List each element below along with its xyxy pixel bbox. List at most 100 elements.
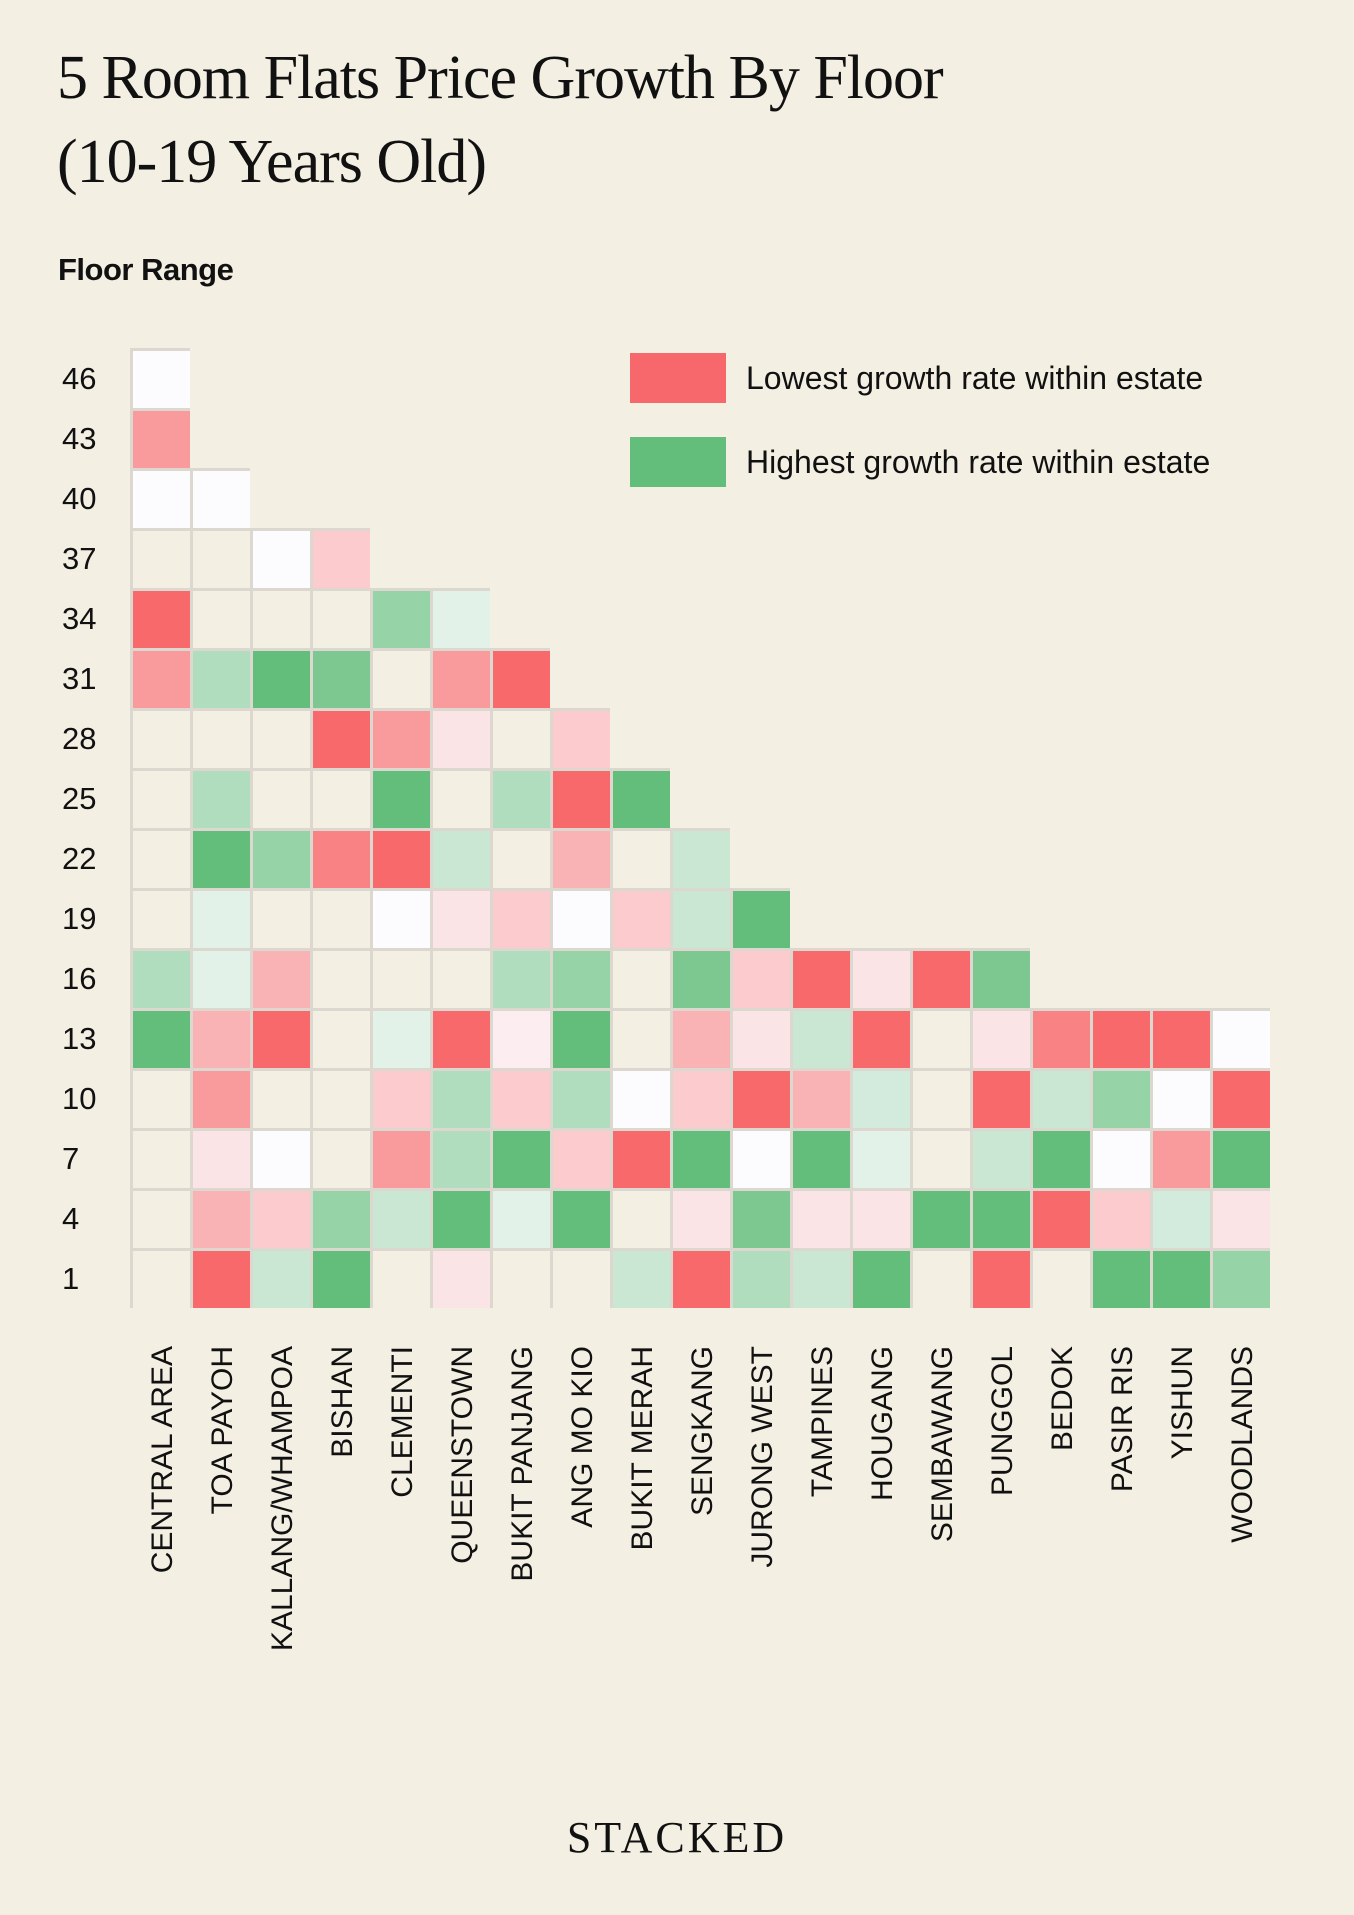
heatmap-cell-sengkang-floor-10 bbox=[673, 1071, 730, 1128]
legend: Lowest growth rate within estate Highest… bbox=[630, 352, 1210, 520]
heatmap-cell-queenstown-floor-19 bbox=[433, 891, 490, 948]
heatmap-cell-ang-mo-kio-floor-4 bbox=[553, 1191, 610, 1248]
y-tick-label: 37 bbox=[62, 541, 96, 576]
legend-item-lowest: Lowest growth rate within estate bbox=[630, 352, 1210, 404]
heatmap-cell-toa-payoh-floor-1 bbox=[193, 1251, 250, 1308]
heatmap-cell-ang-mo-kio-floor-1 bbox=[553, 1251, 610, 1308]
legend-label-highest: Highest growth rate within estate bbox=[746, 443, 1211, 480]
heatmap-cell-bishan-floor-1 bbox=[313, 1251, 370, 1308]
heatmap-cell-jurong-west-floor-13 bbox=[733, 1011, 790, 1068]
x-tick-label-toa-payoh: TOA PAYOH bbox=[206, 1346, 239, 1514]
heatmap-cell-woodlands-floor-13 bbox=[1213, 1011, 1270, 1068]
heatmap-cell-toa-payoh-floor-37 bbox=[193, 531, 250, 588]
heatmap-cell-punggol-floor-7 bbox=[973, 1131, 1030, 1188]
y-tick-label: 34 bbox=[62, 601, 96, 636]
heatmap-cell-tampines-floor-10 bbox=[793, 1071, 850, 1128]
heatmap-cell-hougang-floor-10 bbox=[853, 1071, 910, 1128]
x-tick-label-bedok: BEDOK bbox=[1046, 1346, 1079, 1451]
y-tick-label: 16 bbox=[62, 961, 96, 996]
heatmap-cell-bishan-floor-7 bbox=[313, 1131, 370, 1188]
y-tick-label: 28 bbox=[62, 721, 96, 756]
heatmap-cell-central-area-floor-13 bbox=[133, 1011, 190, 1068]
heatmap-cell-jurong-west-floor-4 bbox=[733, 1191, 790, 1248]
brand-logo: STACKED bbox=[566, 1813, 788, 1862]
heatmap-cell-pasir-ris-floor-13 bbox=[1093, 1011, 1150, 1068]
x-tick-label-sembawang: SEMBAWANG bbox=[926, 1346, 959, 1542]
heatmap-cell-central-area-floor-16 bbox=[133, 951, 190, 1008]
heatmap-cell-central-area-floor-34 bbox=[133, 591, 190, 648]
y-tick-label: 13 bbox=[62, 1021, 96, 1056]
heatmap-cell-queenstown-floor-16 bbox=[433, 951, 490, 1008]
heatmap-cell-bedok-floor-10 bbox=[1033, 1071, 1090, 1128]
heatmap-cell-toa-payoh-floor-7 bbox=[193, 1131, 250, 1188]
heatmap-cell-tampines-floor-4 bbox=[793, 1191, 850, 1248]
heatmap-cell-toa-payoh-floor-19 bbox=[193, 891, 250, 948]
x-tick-label-bukit-panjang: BUKIT PANJANG bbox=[506, 1346, 539, 1582]
heatmap-cell-central-area-floor-43 bbox=[133, 411, 190, 468]
heatmap-cell-central-area-floor-4 bbox=[133, 1191, 190, 1248]
heatmap-cell-jurong-west-floor-7 bbox=[733, 1131, 790, 1188]
heatmap-cell-ang-mo-kio-floor-25 bbox=[553, 771, 610, 828]
heatmap-cell-bukit-panjang-floor-31 bbox=[493, 651, 550, 708]
heatmap-cell-clementi-floor-13 bbox=[373, 1011, 430, 1068]
heatmap-cell-woodlands-floor-10 bbox=[1213, 1071, 1270, 1128]
y-tick-label: 19 bbox=[62, 901, 96, 936]
y-tick-label: 31 bbox=[62, 661, 96, 696]
heatmap-cell-hougang-floor-4 bbox=[853, 1191, 910, 1248]
heatmap-cell-sengkang-floor-4 bbox=[673, 1191, 730, 1248]
heatmap-cell-clementi-floor-28 bbox=[373, 711, 430, 768]
heatmap-cell-bukit-panjang-floor-7 bbox=[493, 1131, 550, 1188]
heatmap-cell-queenstown-floor-25 bbox=[433, 771, 490, 828]
heatmap-cell-bukit-panjang-floor-25 bbox=[493, 771, 550, 828]
heatmap-cell-jurong-west-floor-10 bbox=[733, 1071, 790, 1128]
x-tick-label-kallang-whampoa: KALLANG/WHAMPOA bbox=[266, 1346, 299, 1651]
heatmap-cell-pasir-ris-floor-7 bbox=[1093, 1131, 1150, 1188]
heatmap-cell-bukit-panjang-floor-10 bbox=[493, 1071, 550, 1128]
x-tick-label-bishan: BISHAN bbox=[326, 1346, 359, 1458]
heatmap-cell-queenstown-floor-10 bbox=[433, 1071, 490, 1128]
heatmap-cell-pasir-ris-floor-10 bbox=[1093, 1071, 1150, 1128]
heatmap-cell-tampines-floor-16 bbox=[793, 951, 850, 1008]
heatmap-cell-sengkang-floor-19 bbox=[673, 891, 730, 948]
heatmap-cell-sengkang-floor-16 bbox=[673, 951, 730, 1008]
heatmap-cell-central-area-floor-10 bbox=[133, 1071, 190, 1128]
heatmap-cell-kallang-whampoa-floor-1 bbox=[253, 1251, 310, 1308]
heatmap-cell-queenstown-floor-7 bbox=[433, 1131, 490, 1188]
heatmap-cell-central-area-floor-7 bbox=[133, 1131, 190, 1188]
heatmap-cell-central-area-floor-22 bbox=[133, 831, 190, 888]
heatmap-cell-sembawang-floor-7 bbox=[913, 1131, 970, 1188]
legend-swatch-lowest bbox=[630, 353, 726, 403]
y-tick-label: 40 bbox=[62, 481, 96, 516]
heatmap-cell-bukit-merah-floor-4 bbox=[613, 1191, 670, 1248]
heatmap-cell-bukit-merah-floor-16 bbox=[613, 951, 670, 1008]
heatmap-cell-toa-payoh-floor-22 bbox=[193, 831, 250, 888]
heatmap-cell-jurong-west-floor-19 bbox=[733, 891, 790, 948]
heatmap-cell-punggol-floor-16 bbox=[973, 951, 1030, 1008]
y-tick-label: 43 bbox=[62, 421, 96, 456]
heatmap-cell-yishun-floor-1 bbox=[1153, 1251, 1210, 1308]
heatmap-cell-woodlands-floor-7 bbox=[1213, 1131, 1270, 1188]
heatmap-cell-bishan-floor-4 bbox=[313, 1191, 370, 1248]
heatmap-cell-bukit-panjang-floor-22 bbox=[493, 831, 550, 888]
y-axis-title: Floor Range bbox=[58, 252, 234, 287]
heatmap-cell-toa-payoh-floor-28 bbox=[193, 711, 250, 768]
x-tick-label-tampines: TAMPINES bbox=[806, 1346, 839, 1497]
y-tick-label: 7 bbox=[62, 1141, 79, 1176]
heatmap-cell-central-area-floor-19 bbox=[133, 891, 190, 948]
heatmap-cell-bishan-floor-22 bbox=[313, 831, 370, 888]
heatmap-cell-kallang-whampoa-floor-31 bbox=[253, 651, 310, 708]
legend-item-highest: Highest growth rate within estate bbox=[630, 436, 1210, 488]
heatmap-cell-toa-payoh-floor-10 bbox=[193, 1071, 250, 1128]
heatmap-cell-central-area-floor-1 bbox=[133, 1251, 190, 1308]
heatmap-cell-sembawang-floor-4 bbox=[913, 1191, 970, 1248]
heatmap-cell-sembawang-floor-10 bbox=[913, 1071, 970, 1128]
y-tick-label: 46 bbox=[62, 361, 96, 396]
heatmap-cell-hougang-floor-1 bbox=[853, 1251, 910, 1308]
heatmap-cell-kallang-whampoa-floor-19 bbox=[253, 891, 310, 948]
x-tick-label-ang-mo-kio: ANG MO KIO bbox=[566, 1346, 599, 1528]
heatmap-cell-woodlands-floor-4 bbox=[1213, 1191, 1270, 1248]
x-tick-label-queenstown: QUEENSTOWN bbox=[446, 1346, 479, 1564]
heatmap-cell-yishun-floor-10 bbox=[1153, 1071, 1210, 1128]
heatmap-cell-kallang-whampoa-floor-28 bbox=[253, 711, 310, 768]
heatmap-cell-toa-payoh-floor-4 bbox=[193, 1191, 250, 1248]
